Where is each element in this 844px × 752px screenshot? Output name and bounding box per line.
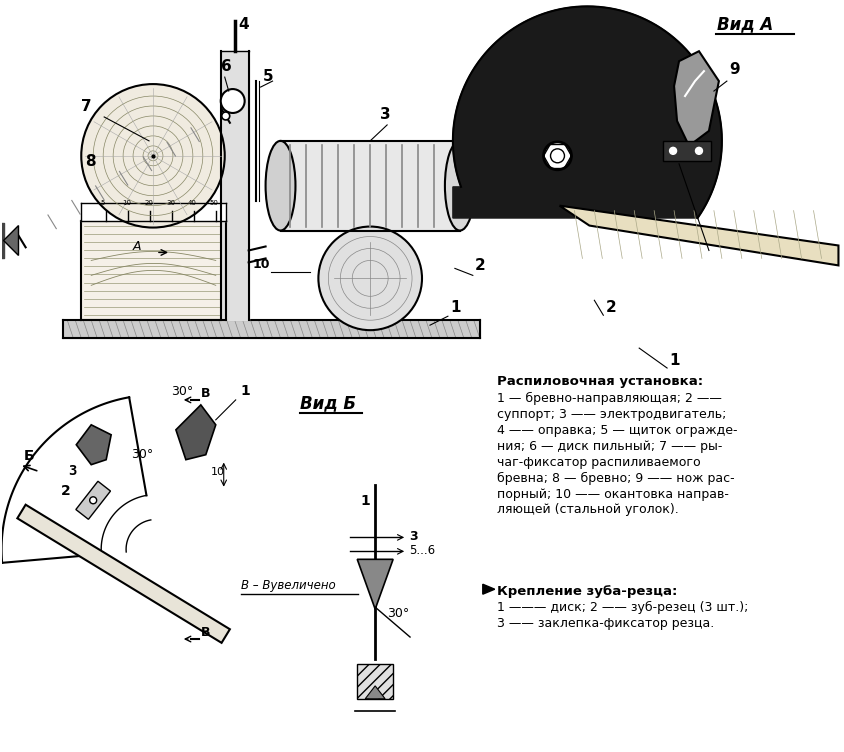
Text: 2: 2: [605, 300, 616, 315]
Text: ния; 6 — диск пильный; 7 —— ры-: ния; 6 — диск пильный; 7 —— ры-: [497, 440, 722, 453]
Bar: [357, 664, 393, 699]
Circle shape: [221, 89, 245, 113]
Circle shape: [695, 147, 702, 154]
Polygon shape: [483, 584, 495, 594]
Text: 1 — бревно-направляющая; 2 ——: 1 — бревно-направляющая; 2 ——: [497, 392, 722, 405]
Text: A: A: [133, 241, 142, 253]
Polygon shape: [176, 405, 216, 459]
Text: В: В: [201, 387, 210, 400]
Text: Вид A: Вид A: [717, 15, 773, 33]
Text: 30: 30: [166, 199, 175, 205]
Text: В: В: [201, 626, 210, 639]
Text: В – Вувеличено: В – Вувеличено: [241, 579, 335, 593]
Circle shape: [544, 142, 571, 170]
Text: 6: 6: [221, 59, 231, 74]
Text: 3 —— заклепка-фиксатор резца.: 3 —— заклепка-фиксатор резца.: [497, 617, 714, 630]
Polygon shape: [365, 686, 385, 699]
Polygon shape: [674, 51, 719, 146]
Text: 50: 50: [210, 199, 219, 205]
Text: 1: 1: [450, 300, 460, 315]
Text: 40: 40: [188, 199, 197, 205]
Text: 8: 8: [85, 153, 96, 168]
Text: 10: 10: [252, 259, 270, 271]
Polygon shape: [357, 559, 393, 609]
Text: 2: 2: [475, 259, 485, 274]
Text: 5...6: 5...6: [409, 544, 436, 557]
Text: бревна; 8 — бревно; 9 —— нож рас-: бревна; 8 — бревно; 9 —— нож рас-: [497, 472, 734, 484]
Circle shape: [81, 84, 225, 228]
Text: 3: 3: [68, 464, 77, 478]
Text: 4 —— оправка; 5 — щиток огражде-: 4 —— оправка; 5 — щиток огражде-: [497, 424, 737, 437]
Ellipse shape: [266, 141, 295, 231]
Text: 3: 3: [409, 530, 418, 544]
Text: ляющей (стальной уголок).: ляющей (стальной уголок).: [497, 504, 679, 517]
Circle shape: [222, 112, 230, 120]
Text: Крепление зуба-резца:: Крепление зуба-резца:: [497, 585, 677, 598]
Text: 1: 1: [669, 353, 679, 368]
Text: 7: 7: [81, 99, 92, 114]
Text: 1: 1: [241, 384, 251, 398]
Text: 3: 3: [380, 107, 391, 122]
Text: 10: 10: [122, 199, 131, 205]
Text: Вид Б: Вид Б: [300, 394, 356, 412]
Polygon shape: [76, 481, 111, 520]
Circle shape: [89, 497, 97, 504]
Polygon shape: [76, 425, 111, 465]
Polygon shape: [560, 205, 838, 265]
Text: 30°: 30°: [171, 385, 193, 398]
Bar: [663, 141, 711, 161]
Text: суппорт; 3 —— электродвигатель;: суппорт; 3 —— электродвигатель;: [497, 408, 726, 421]
Text: 4: 4: [239, 17, 249, 32]
Text: 2: 2: [62, 484, 71, 498]
Polygon shape: [3, 226, 19, 256]
Text: 1 ——— диск; 2 —— зуб-резец (3 шт.);: 1 ——— диск; 2 —— зуб-резец (3 шт.);: [497, 601, 748, 614]
Text: Распиловочная установка:: Распиловочная установка:: [497, 375, 703, 388]
Polygon shape: [18, 505, 230, 643]
Text: 5: 5: [262, 69, 273, 84]
Text: чаг-фиксатор распиливаемого: чаг-фиксатор распиливаемого: [497, 456, 701, 468]
Text: 20: 20: [144, 199, 153, 205]
Circle shape: [669, 147, 677, 154]
Text: Б: Б: [24, 449, 34, 462]
Text: порный; 10 —— окантовка направ-: порный; 10 —— окантовка направ-: [497, 487, 728, 501]
Circle shape: [318, 226, 422, 330]
Text: 30°: 30°: [387, 607, 409, 620]
Ellipse shape: [445, 141, 475, 231]
Text: 9: 9: [729, 62, 739, 77]
Text: 30°: 30°: [131, 447, 154, 461]
Polygon shape: [453, 6, 722, 218]
Text: 1: 1: [360, 493, 370, 508]
Text: 5: 5: [100, 199, 105, 205]
Text: 10: 10: [211, 467, 225, 477]
